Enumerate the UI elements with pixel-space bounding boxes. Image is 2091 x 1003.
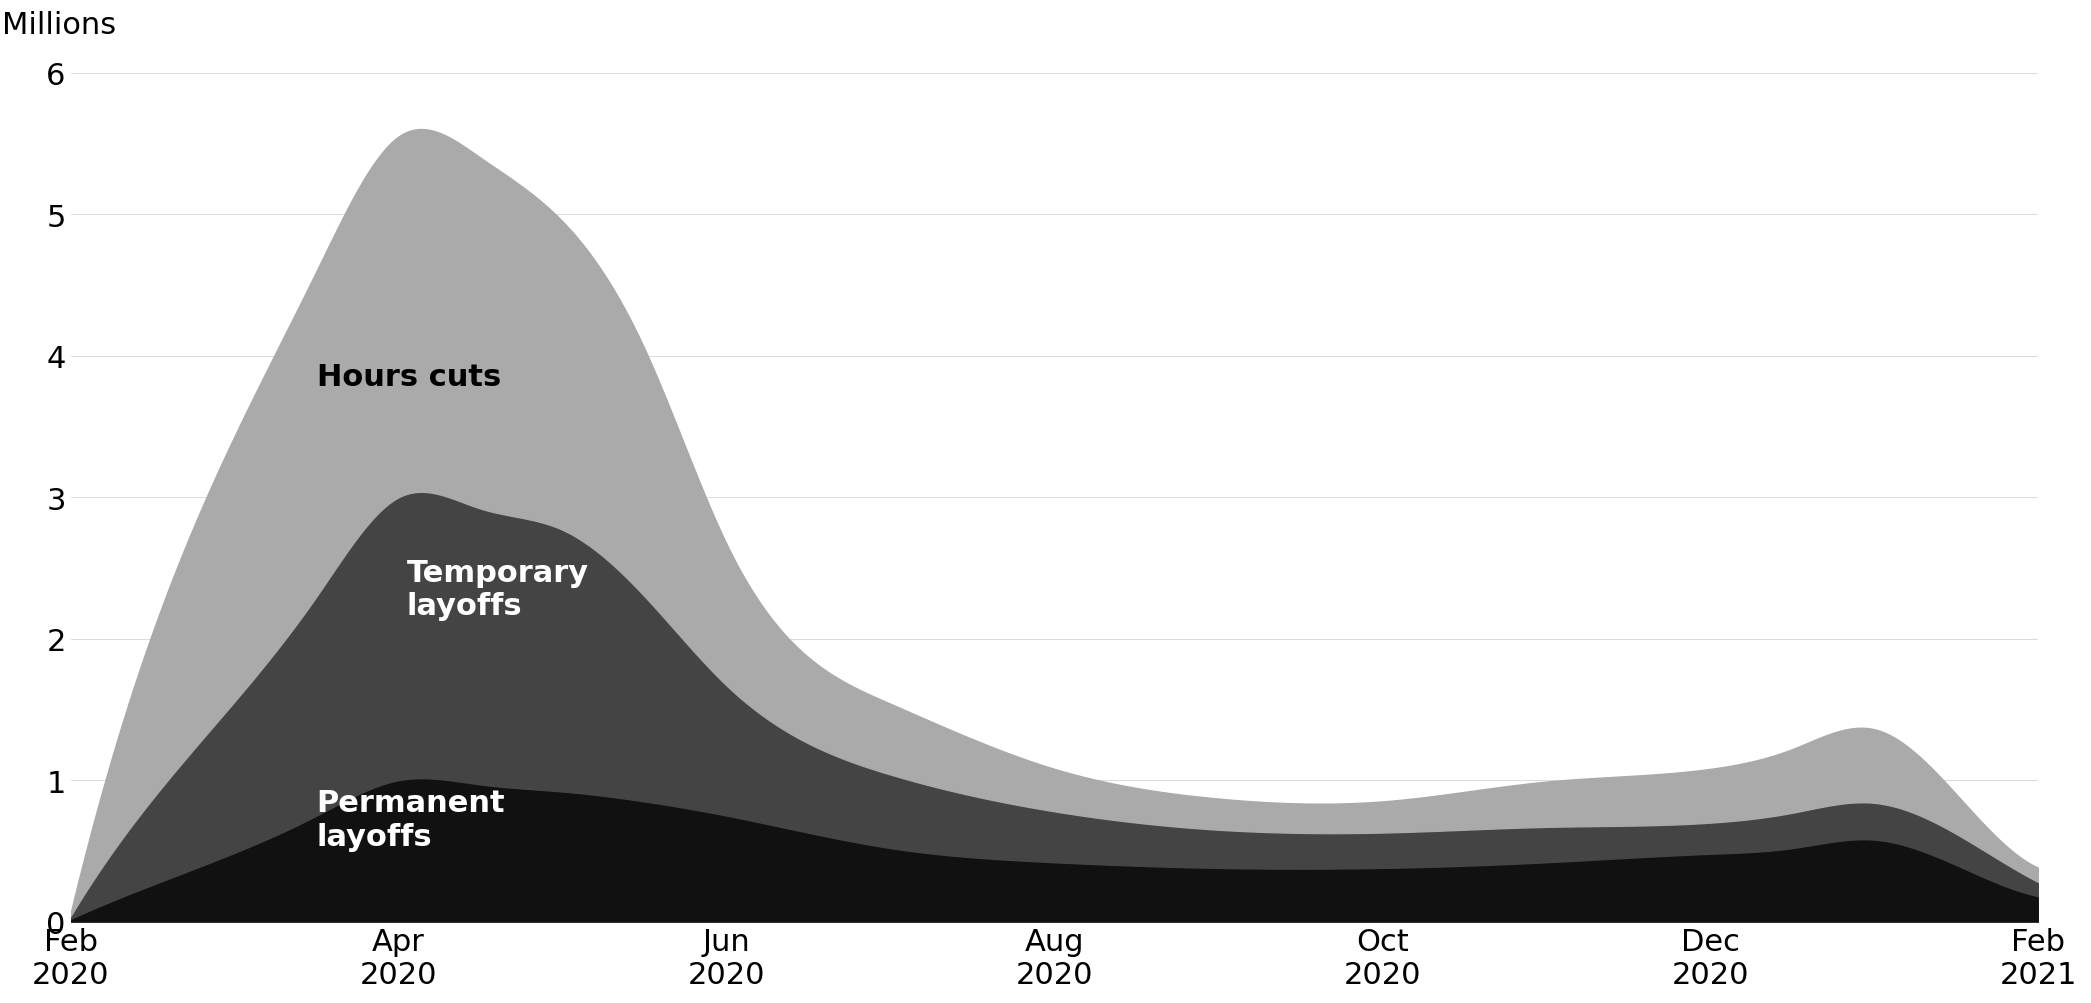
Text: Millions: Millions [2,11,115,40]
Text: Temporary
layoffs: Temporary layoffs [408,559,590,621]
Text: Hours cuts: Hours cuts [316,363,502,392]
Text: Permanent
layoffs: Permanent layoffs [316,788,506,852]
